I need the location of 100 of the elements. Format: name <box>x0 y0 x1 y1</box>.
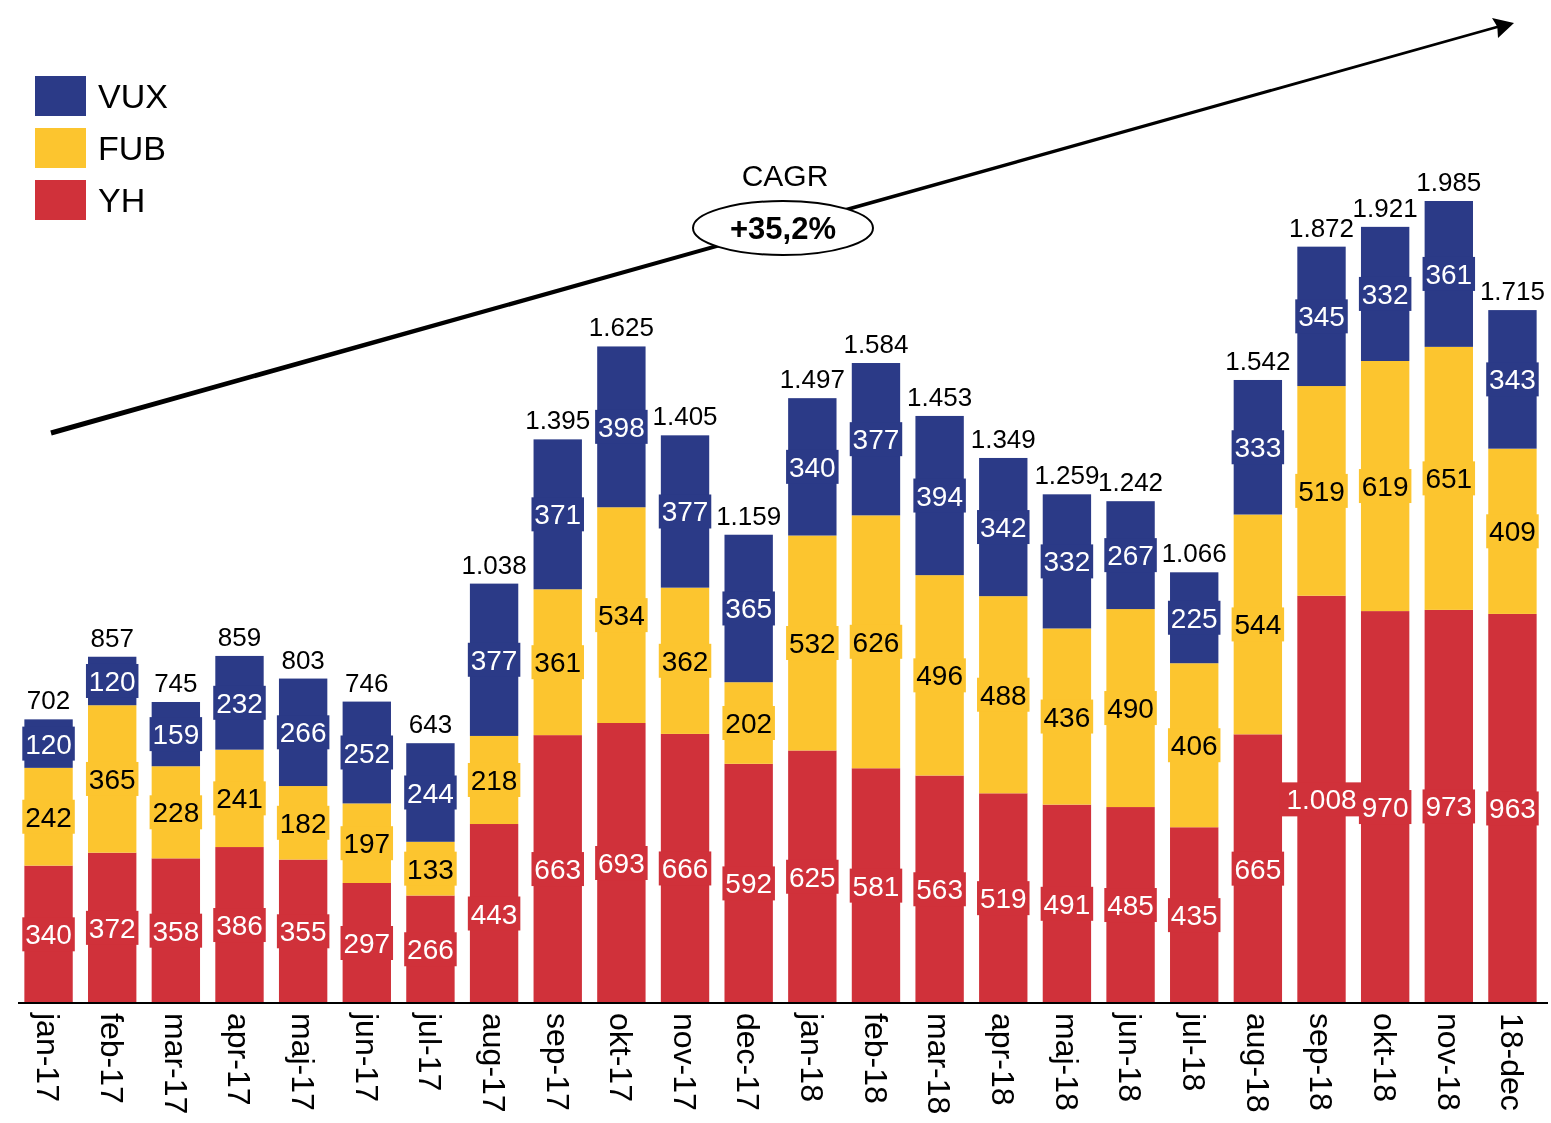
data-label: 581 <box>852 870 900 902</box>
total-label: 1.584 <box>843 329 909 360</box>
data-label: 133 <box>407 853 454 885</box>
total-label: 1.066 <box>1161 538 1227 569</box>
data-label: 544 <box>1234 609 1282 641</box>
data-label: 343 <box>1489 364 1536 396</box>
data-label: 491 <box>1043 888 1091 920</box>
data-label: 120 <box>25 728 72 760</box>
total-label: 1.872 <box>1288 212 1355 243</box>
data-label: 963 <box>1489 793 1536 825</box>
data-label: 592 <box>725 868 773 900</box>
data-label: 345 <box>1298 301 1345 333</box>
data-label: 332 <box>1361 278 1409 310</box>
total-label: 1.349 <box>970 423 1036 454</box>
data-label: 398 <box>598 411 645 443</box>
data-label: 232 <box>216 687 263 719</box>
total-label: 1.921 <box>1352 192 1418 223</box>
data-label: 342 <box>979 512 1027 544</box>
total-label: 1.405 <box>652 401 718 432</box>
data-label: 361 <box>534 647 582 679</box>
data-label: 394 <box>916 480 963 512</box>
data-label: 377 <box>470 644 518 676</box>
data-label: 252 <box>343 737 391 769</box>
total-label: 857 <box>90 622 134 653</box>
x-tick-label: sep-18 <box>1303 1013 1340 1111</box>
data-label: 340 <box>25 919 72 951</box>
x-tick-label: jul-18 <box>1176 1012 1213 1092</box>
data-label: 970 <box>1361 792 1409 824</box>
total-label: 643 <box>408 709 453 740</box>
data-label: 362 <box>661 645 709 677</box>
data-label: 563 <box>916 874 963 906</box>
x-tick-label: okt-18 <box>1366 1013 1403 1102</box>
data-label: 490 <box>1107 693 1154 725</box>
x-tick-label: 18-dec <box>1494 1013 1531 1111</box>
data-label: 519 <box>1298 475 1345 507</box>
text: CAGR <box>741 159 829 192</box>
data-label: 377 <box>661 496 709 528</box>
total-label: 1.038 <box>461 549 527 580</box>
data-label: 332 <box>1043 546 1091 578</box>
data-label: 197 <box>343 828 391 860</box>
data-label: 242 <box>25 801 72 833</box>
data-label: 358 <box>152 915 200 947</box>
data-label: 626 <box>852 626 900 658</box>
x-tick-label: sep-17 <box>539 1013 576 1111</box>
data-label: 355 <box>279 916 327 948</box>
data-label: 435 <box>1170 900 1218 932</box>
x-tick-label: apr-18 <box>985 1013 1022 1106</box>
total-label: 1.259 <box>1034 460 1100 491</box>
data-label: 241 <box>216 783 263 815</box>
data-label: 365 <box>88 763 136 795</box>
x-tick-label: jun-18 <box>1112 1012 1149 1102</box>
x-tick-label: mar-17 <box>157 1013 194 1115</box>
data-label: 532 <box>788 628 836 660</box>
x-tick-label: feb-18 <box>857 1013 894 1104</box>
total-label: 746 <box>345 667 389 698</box>
data-label: 377 <box>852 424 900 456</box>
total-label: 1.542 <box>1225 345 1291 376</box>
x-tick-label: nov-17 <box>666 1013 703 1111</box>
x-tick-label: jun-17 <box>348 1012 385 1102</box>
total-label: 1.242 <box>1098 467 1164 498</box>
data-label: 225 <box>1170 602 1218 634</box>
total-label: 745 <box>154 668 198 698</box>
total-label: 803 <box>281 644 325 675</box>
data-label: 485 <box>1107 890 1154 922</box>
total-label: 1.453 <box>907 381 973 412</box>
data-label: 182 <box>279 807 327 839</box>
total-label: 1.497 <box>779 364 845 395</box>
data-label: 266 <box>407 934 454 966</box>
data-label: 386 <box>216 910 263 942</box>
total-label: 859 <box>217 621 262 652</box>
x-tick-label: dec-17 <box>730 1013 767 1111</box>
data-label: 361 <box>1425 258 1473 290</box>
data-label: 488 <box>979 679 1027 711</box>
data-label: 973 <box>1425 791 1473 823</box>
total-label: 1.625 <box>588 312 654 343</box>
data-label: 693 <box>598 848 645 879</box>
data-label: 202 <box>725 708 773 740</box>
data-label: 619 <box>1361 471 1409 503</box>
data-label: 665 <box>1234 853 1282 885</box>
data-label: 372 <box>88 912 136 944</box>
data-label: 244 <box>407 777 454 809</box>
x-tick-label: mar-18 <box>921 1013 958 1115</box>
data-label: 519 <box>979 883 1027 915</box>
x-tick-label: jul-17 <box>412 1012 449 1092</box>
data-label: 1.008 <box>1286 784 1357 816</box>
x-tick-label: maj-17 <box>284 1013 321 1111</box>
legend-label: YH <box>98 181 146 219</box>
data-label: 266 <box>279 717 327 749</box>
data-label: 625 <box>788 861 836 893</box>
x-tick-label: feb-17 <box>94 1013 130 1104</box>
data-label: 333 <box>1234 432 1282 464</box>
data-label: 666 <box>661 853 709 885</box>
x-tick-label: aug-17 <box>475 1013 512 1113</box>
total-label: 702 <box>26 685 71 716</box>
x-tick-label: aug-18 <box>1239 1013 1276 1113</box>
total-label: 1.395 <box>525 405 591 436</box>
data-label: 218 <box>470 764 518 796</box>
data-label: 297 <box>343 928 391 959</box>
data-label: 159 <box>152 719 200 751</box>
data-label: 443 <box>470 898 518 930</box>
